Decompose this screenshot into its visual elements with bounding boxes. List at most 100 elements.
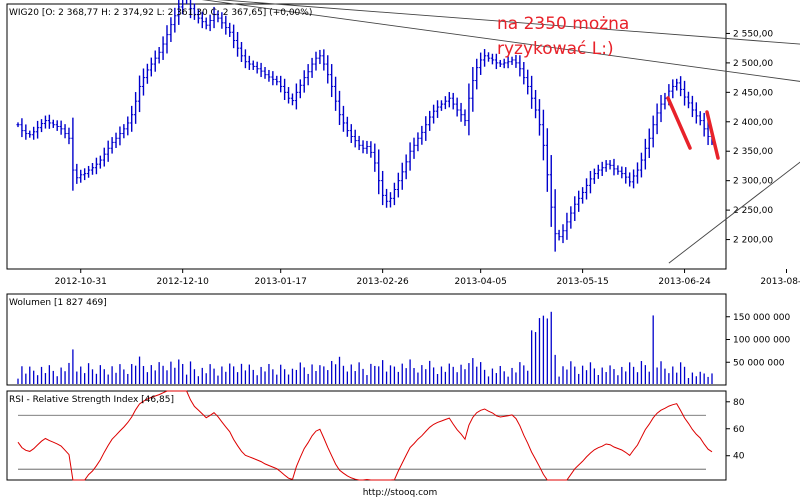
ohlc-bar	[498, 59, 502, 68]
ohlc-bar	[557, 229, 561, 241]
ohlc-bar	[357, 135, 361, 151]
ohlc-bar	[577, 190, 581, 212]
ohlc-bar	[157, 46, 161, 64]
ohlc-bar	[432, 104, 436, 124]
ohlc-bar	[537, 99, 542, 136]
ohlc-bar	[345, 116, 349, 137]
xtick-label: 2013-06-24	[658, 277, 711, 287]
ohlc-bar	[467, 83, 471, 136]
ohlc-bar	[624, 167, 628, 184]
price-ytick-label: 2 500,00	[733, 59, 773, 69]
ohlc-bar	[706, 120, 710, 146]
price-ytick-label: 2 350,00	[733, 147, 773, 157]
ohlc-bar	[185, 0, 188, 4]
ohlc-bar	[631, 169, 636, 189]
ohlc-bar	[192, 3, 197, 20]
ohlc-bar	[447, 92, 451, 108]
ohlc-bar	[365, 140, 369, 154]
ohlc-bar	[643, 138, 647, 170]
ohlc-bar	[479, 52, 483, 75]
xtick-label: 2013-08-01	[760, 277, 800, 287]
ohlc-bar	[306, 64, 310, 86]
ohlc-bar	[435, 100, 440, 118]
ohlc-bar	[404, 154, 408, 180]
ohlc-bar	[200, 11, 204, 29]
ohlc-bar	[392, 182, 397, 206]
rsi-panel-frame	[6, 390, 727, 481]
ohlc-bar	[177, 0, 181, 25]
ohlc-bar	[271, 71, 275, 86]
ohlc-bar	[102, 147, 106, 167]
ohlc-bar	[651, 115, 655, 148]
ohlc-bar	[137, 75, 142, 113]
price-ytick-label: 2 300,00	[733, 177, 773, 187]
ohlc-bar	[239, 41, 244, 63]
ohlc-bar	[416, 132, 420, 152]
ohlc-bar	[588, 170, 593, 194]
trendlines	[201, 0, 800, 264]
ohlc-bar	[275, 75, 279, 86]
ohlc-bar	[584, 178, 589, 200]
price-ytick-label: 2 450,00	[733, 88, 773, 98]
ohlc-bar	[310, 57, 314, 78]
ohlc-bar	[690, 95, 694, 118]
ohlc-bar	[620, 166, 624, 179]
ohlc-bar	[67, 127, 71, 145]
ohlc-bar	[608, 160, 612, 170]
ohlc-bar	[75, 163, 79, 184]
footer-url[interactable]: http://stooq.com	[363, 488, 438, 498]
annotation-line-2: ryzykować L:)	[497, 39, 614, 59]
ohlc-bar	[565, 212, 569, 240]
ohlc-bar	[134, 92, 138, 124]
ohlc-bar	[384, 188, 389, 208]
xtick-label: 2013-01-17	[255, 277, 307, 287]
ohlc-bar	[267, 69, 271, 82]
price-ytick-label: 2 400,00	[733, 118, 773, 128]
ohlc-bar	[490, 53, 495, 65]
ohlc-bar	[561, 224, 565, 244]
ohlc-bar	[698, 111, 702, 126]
rsi-ytick-label: 60	[733, 425, 745, 435]
volume-legend: Wolumen [1 827 469]	[9, 298, 107, 308]
ohlc-bar	[165, 25, 169, 54]
ohlc-bar	[694, 102, 698, 124]
ohlc-bar	[302, 70, 306, 93]
ohlc-bar	[263, 67, 267, 79]
ohlc-bar	[526, 69, 530, 95]
ohlc-bar	[110, 137, 114, 154]
ohlc-bar	[43, 115, 48, 129]
ohlc-bar	[451, 92, 455, 110]
ohlc-bar	[612, 158, 616, 176]
ohlc-bar	[655, 103, 659, 135]
ohlc-bar	[349, 124, 353, 143]
ohlc-bar	[459, 102, 463, 122]
ohlc-bar	[39, 119, 44, 133]
ohlc-bar	[36, 120, 40, 139]
ohlc-bar	[122, 124, 126, 139]
price-legend: WIG20 [O: 2 368,77 H: 2 374,92 L: 2 361,…	[9, 8, 312, 18]
ohlc-bar	[647, 128, 651, 158]
ohlc-bar	[596, 164, 600, 179]
ohlc-bar	[514, 54, 518, 68]
ohlc-bar	[553, 189, 557, 252]
ohlc-bar	[388, 192, 393, 208]
ohlc-bar	[32, 126, 36, 140]
ohlc-bar	[47, 114, 51, 129]
ohlc-bar	[506, 56, 510, 69]
ohlc-bar	[353, 129, 357, 148]
ohlc-bar	[24, 124, 28, 140]
ohlc-bar	[702, 112, 706, 137]
trendline-support	[668, 161, 800, 264]
ohlc-bar	[243, 49, 248, 69]
ohlc-bar	[373, 143, 377, 172]
ohlc-bar	[569, 206, 573, 229]
ohlc-bar	[408, 142, 412, 171]
ohlc-bar	[16, 122, 20, 128]
ohlc-bar	[494, 53, 498, 70]
ohlc-bar	[247, 55, 251, 70]
xtick-label: 2012-10-31	[55, 277, 107, 287]
ohlc-bar	[298, 79, 302, 99]
ohlc-bar	[412, 137, 416, 159]
rsi-line	[17, 390, 713, 481]
